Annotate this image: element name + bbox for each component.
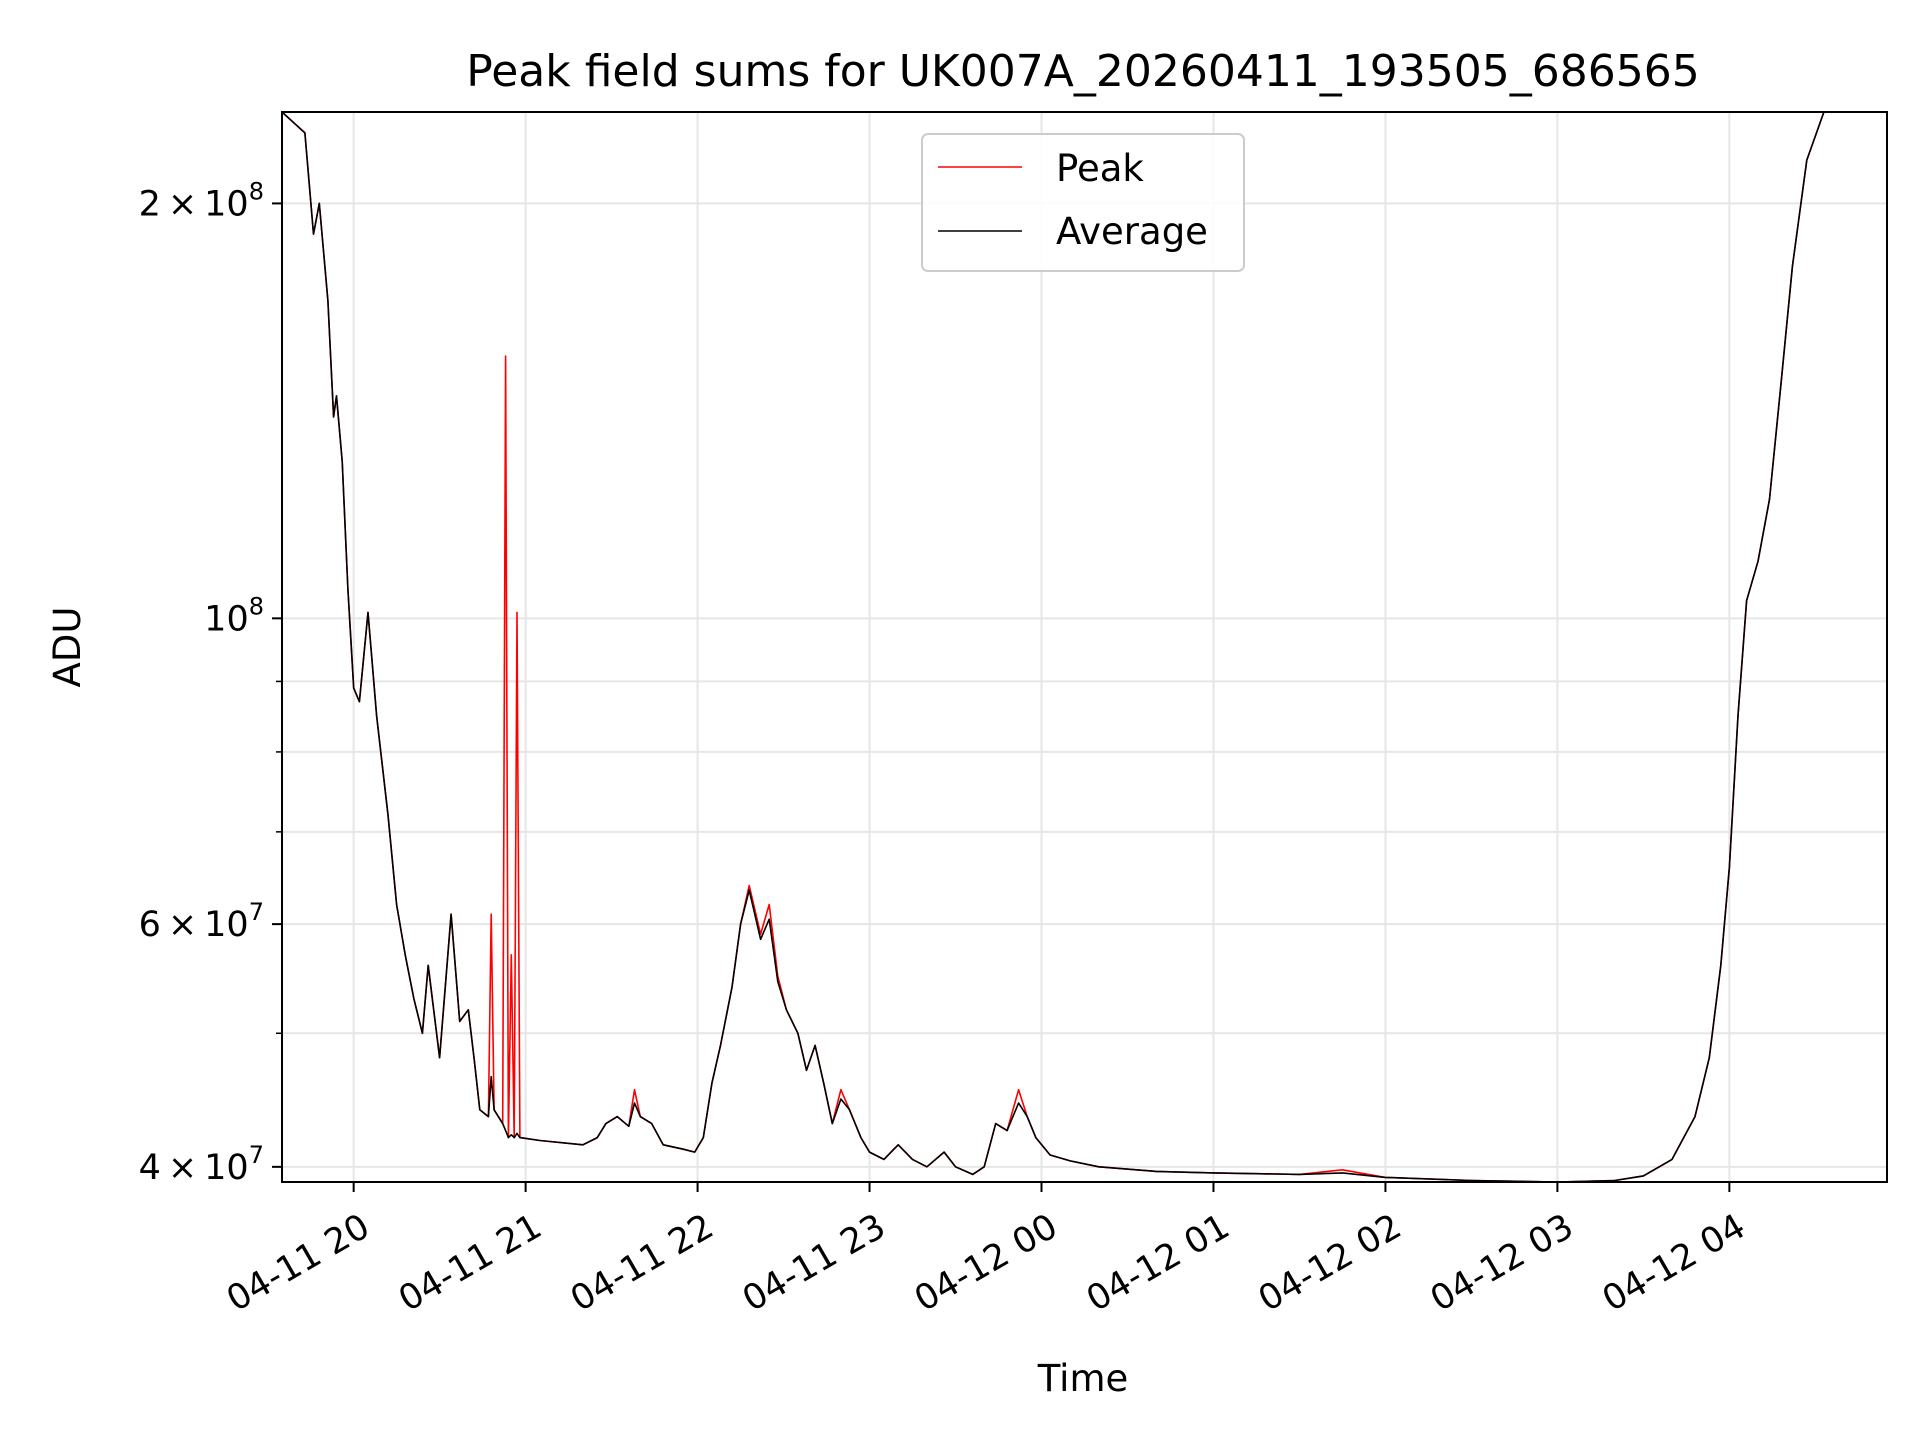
series-layer bbox=[282, 112, 1887, 1182]
grid bbox=[282, 112, 1887, 1182]
legend-box bbox=[921, 133, 1245, 272]
y-tick-label: 2 × 108 bbox=[139, 177, 264, 224]
series-line-average bbox=[282, 112, 1887, 1182]
y-tick-label: 108 bbox=[204, 592, 264, 639]
legend: Peak Average bbox=[921, 133, 1245, 272]
y-axis: 4 × 107 6 × 107 108 2 × 108 bbox=[139, 177, 282, 1188]
y-tick-label: 6 × 107 bbox=[139, 898, 264, 945]
x-axis-label: Time bbox=[1037, 1357, 1129, 1400]
y-tick-label: 4 × 107 bbox=[139, 1141, 264, 1188]
chart-title: Peak field sums for UK007A_20260411_1935… bbox=[466, 46, 1699, 97]
legend-label-average: Average bbox=[1056, 210, 1208, 253]
legend-label-peak: Peak bbox=[1056, 147, 1144, 190]
plot-frame bbox=[281, 111, 1888, 1183]
y-axis-label: ADU bbox=[46, 607, 89, 688]
